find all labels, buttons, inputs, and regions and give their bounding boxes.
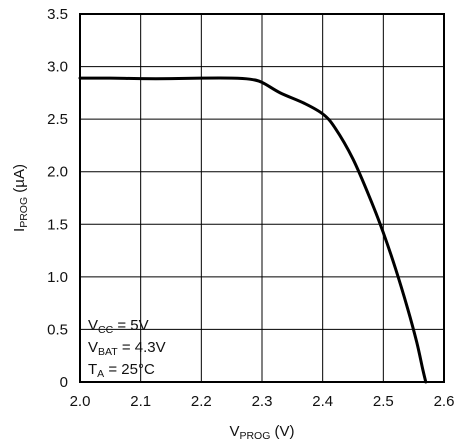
annotation-subscript: A <box>97 368 104 380</box>
x-axis-title-unit: (V) <box>270 423 294 440</box>
annotation-symbol: T <box>88 361 97 378</box>
y-tick-label: 2.5 <box>47 111 68 128</box>
annotation-symbol: V <box>88 339 98 356</box>
y-axis-title-sub: PROG <box>18 197 30 228</box>
x-tick-labels: 2.0 2.1 2.2 2.3 2.4 2.5 2.6 <box>70 393 455 410</box>
y-axis-title-main: I <box>11 228 28 232</box>
y-axis-title-unit: (µA) <box>11 164 28 197</box>
y-tick-label: 3.5 <box>47 6 68 23</box>
x-tick-label: 2.4 <box>312 393 333 410</box>
annotation-subscript: BAT <box>98 346 118 358</box>
x-axis-title-sub: PROG <box>239 430 270 442</box>
y-tick-label: 3.0 <box>47 59 68 76</box>
x-axis-title: VPROG (V) <box>229 423 294 442</box>
annotation-line: VBAT = 4.3V <box>88 339 166 358</box>
y-tick-label: 1.0 <box>47 269 68 286</box>
x-tick-label: 2.0 <box>70 393 91 410</box>
annotation-value: = 4.3V <box>118 339 166 356</box>
x-axis-title-main: V <box>229 423 239 440</box>
annotation-subscript: CC <box>98 324 114 336</box>
annotation-value: = 25°C <box>104 361 155 378</box>
y-tick-labels: 0 0.5 1.0 1.5 2.0 2.5 3.0 3.5 <box>47 6 68 391</box>
y-tick-label: 0 <box>60 374 68 391</box>
plot-frame <box>79 13 445 383</box>
series-line <box>78 76 428 384</box>
x-tick-label: 2.2 <box>191 393 212 410</box>
annotation-symbol: V <box>88 317 98 334</box>
annotation-value: = 5V <box>113 317 148 334</box>
series-layer <box>78 76 428 384</box>
annotation-line: TA = 25°C <box>88 361 155 380</box>
x-tick-label: 2.6 <box>434 393 455 410</box>
x-tick-label: 2.3 <box>252 393 273 410</box>
x-tick-label: 2.5 <box>373 393 394 410</box>
y-axis-title: IPROG (µA) <box>11 164 30 232</box>
y-tick-label: 2.0 <box>47 164 68 181</box>
x-tick-label: 2.1 <box>130 393 151 410</box>
y-tick-label: 0.5 <box>47 321 68 338</box>
y-tick-label: 1.5 <box>47 216 68 233</box>
annotation-line: VCC = 5V <box>88 317 149 336</box>
